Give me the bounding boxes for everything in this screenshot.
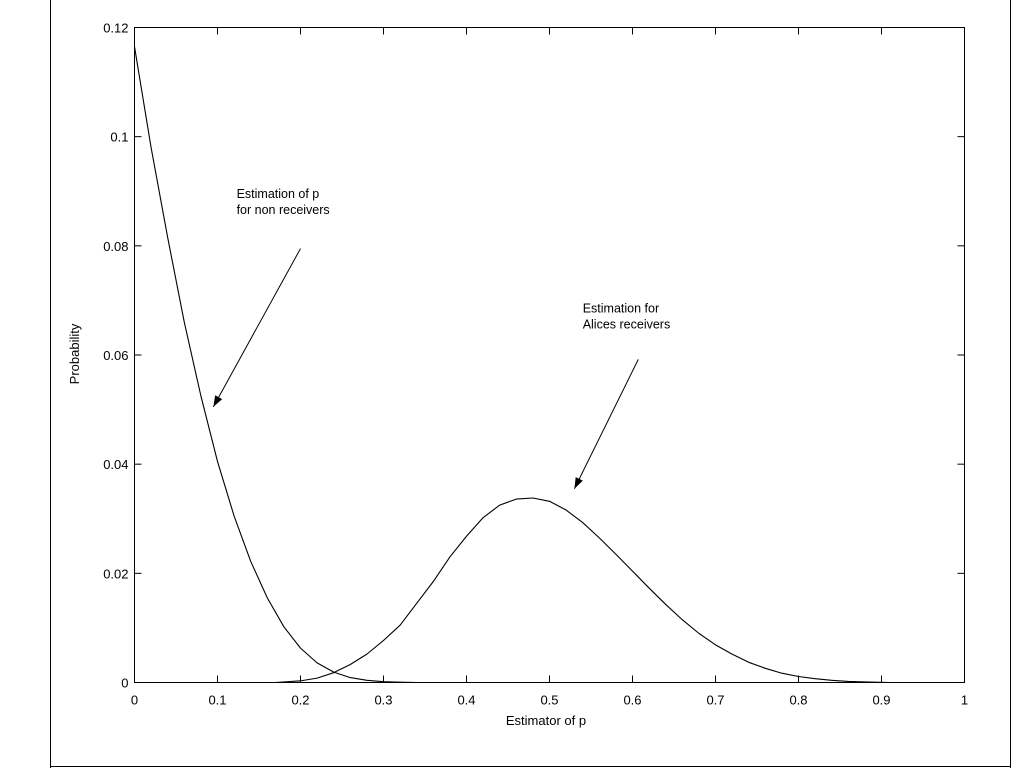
x-tick-label: 0.4: [457, 693, 475, 708]
annotation-text: Estimation for: [583, 301, 659, 315]
tick-marks: [134, 27, 965, 683]
x-tick-label: 1: [961, 693, 968, 708]
x-tick-labels: 0 0.1 0.2 0.3 0.4 0.5 0.6 0.7 0.8 0.9 1: [131, 693, 968, 708]
figure-border: [50, 0, 1011, 768]
x-tick-label: 0.1: [208, 693, 226, 708]
annotation-1: Estimation of p for non receivers: [212, 187, 330, 408]
series-line-2: [275, 497, 890, 684]
x-tick-label: 0: [131, 693, 138, 708]
x-tick-label: 0.8: [789, 693, 807, 708]
y-tick-label: 0.12: [103, 21, 128, 36]
y-tick-label: 0: [121, 676, 128, 691]
x-tick-label: 0.7: [706, 693, 724, 708]
x-tick-label: 0.3: [374, 693, 392, 708]
x-tick-label: 0.6: [623, 693, 641, 708]
y-tick-label: 0.08: [103, 239, 128, 254]
series-line-1: [133, 46, 417, 684]
x-tick-label: 0.2: [291, 693, 309, 708]
annotation-2: Estimation for Alices receivers: [573, 301, 671, 489]
arrowhead-icon: [213, 395, 223, 407]
y-axis-label: Probability: [67, 323, 82, 384]
annotation-text: Alices receivers: [583, 317, 671, 331]
y-tick-label: 0.04: [103, 457, 128, 472]
annotation-arrow: [212, 248, 301, 408]
x-tick-label: 0.5: [540, 693, 558, 708]
plot-area: [134, 27, 965, 683]
annotation-text: Estimation of p: [237, 187, 320, 201]
y-tick-label: 0.1: [110, 130, 128, 145]
annotation-text: for non receivers: [237, 203, 330, 217]
annotation-arrow: [573, 359, 639, 489]
arrowhead-icon: [574, 477, 583, 489]
x-axis-label: Estimator of p: [506, 713, 586, 728]
y-tick-label: 0.06: [103, 348, 128, 363]
y-tick-label: 0.02: [103, 566, 128, 581]
series: [133, 46, 890, 684]
y-tick-labels: 0 0.02 0.04 0.06 0.08 0.1 0.12: [103, 21, 128, 691]
x-tick-label: 0.9: [872, 693, 890, 708]
